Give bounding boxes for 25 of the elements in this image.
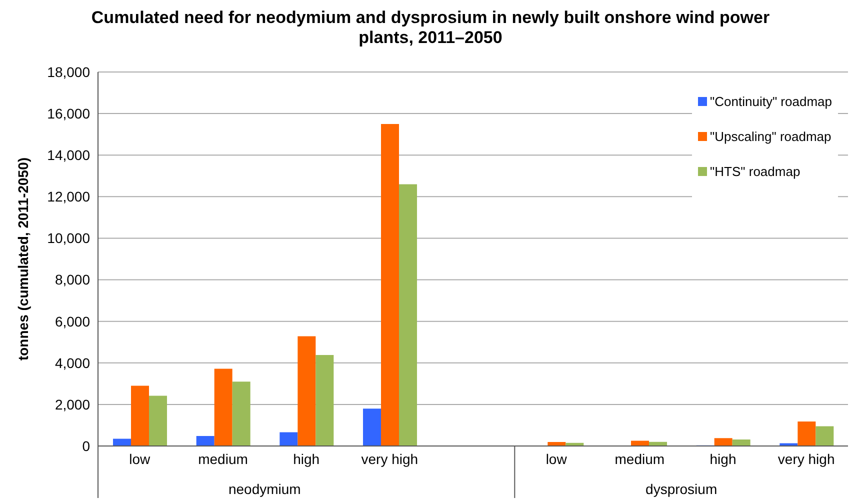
x-tick-label: very high	[778, 450, 835, 467]
legend-label: "Continuity" roadmap	[710, 94, 832, 109]
y-tick-label: 12,000	[47, 188, 90, 205]
y-axis-title: tonnes (cumulated, 2011-2050)	[14, 157, 31, 361]
text: neodymium	[228, 481, 301, 497]
y-tick-label: 2,000	[54, 396, 90, 412]
y-tick-label: 8,000	[54, 272, 90, 288]
text: dysprosium	[646, 481, 718, 497]
x-tick-label: very high	[361, 450, 418, 467]
legend-label: "Upscaling" roadmap	[710, 129, 832, 144]
x-tick-label: low	[129, 450, 152, 467]
chart-title: Cumulated need for neodymium and dysprosium in newly built onshore wind power plants, 2011–2050	[90, 8, 771, 49]
x-tick-label: low	[546, 450, 568, 467]
y-tick-label: 18,000	[47, 64, 90, 80]
y-tick-label: 16,000	[47, 106, 90, 122]
x-tick-label: medium	[614, 450, 665, 467]
x-tick-label: high	[710, 450, 736, 467]
y-tick-label: 10,000	[47, 230, 90, 246]
x-tick-label: high	[293, 450, 320, 467]
y-tick-label: 4,000	[54, 354, 90, 371]
legend-label: "HTS" roadmap	[710, 164, 800, 179]
x-tick-label: medium	[198, 450, 248, 467]
y-tick-label: 14,000	[47, 147, 90, 164]
y-tick-label: 0	[82, 438, 90, 454]
y-tick-label: 6,000	[54, 313, 90, 330]
